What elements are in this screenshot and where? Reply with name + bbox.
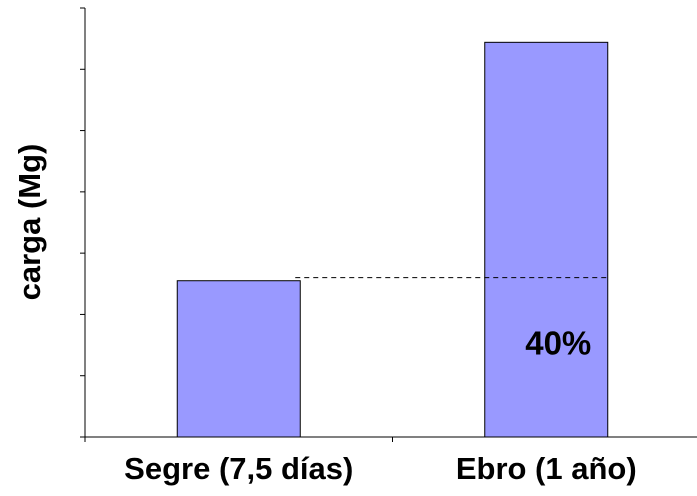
bar	[176, 280, 301, 438]
annotation: 40%	[525, 324, 591, 361]
x-tick-label: Segre (7,5 días)	[124, 451, 353, 486]
bar	[484, 41, 609, 438]
y-axis-label: carga (Mg)	[12, 144, 47, 301]
x-tick-label: Ebro (1 año)	[456, 451, 637, 486]
